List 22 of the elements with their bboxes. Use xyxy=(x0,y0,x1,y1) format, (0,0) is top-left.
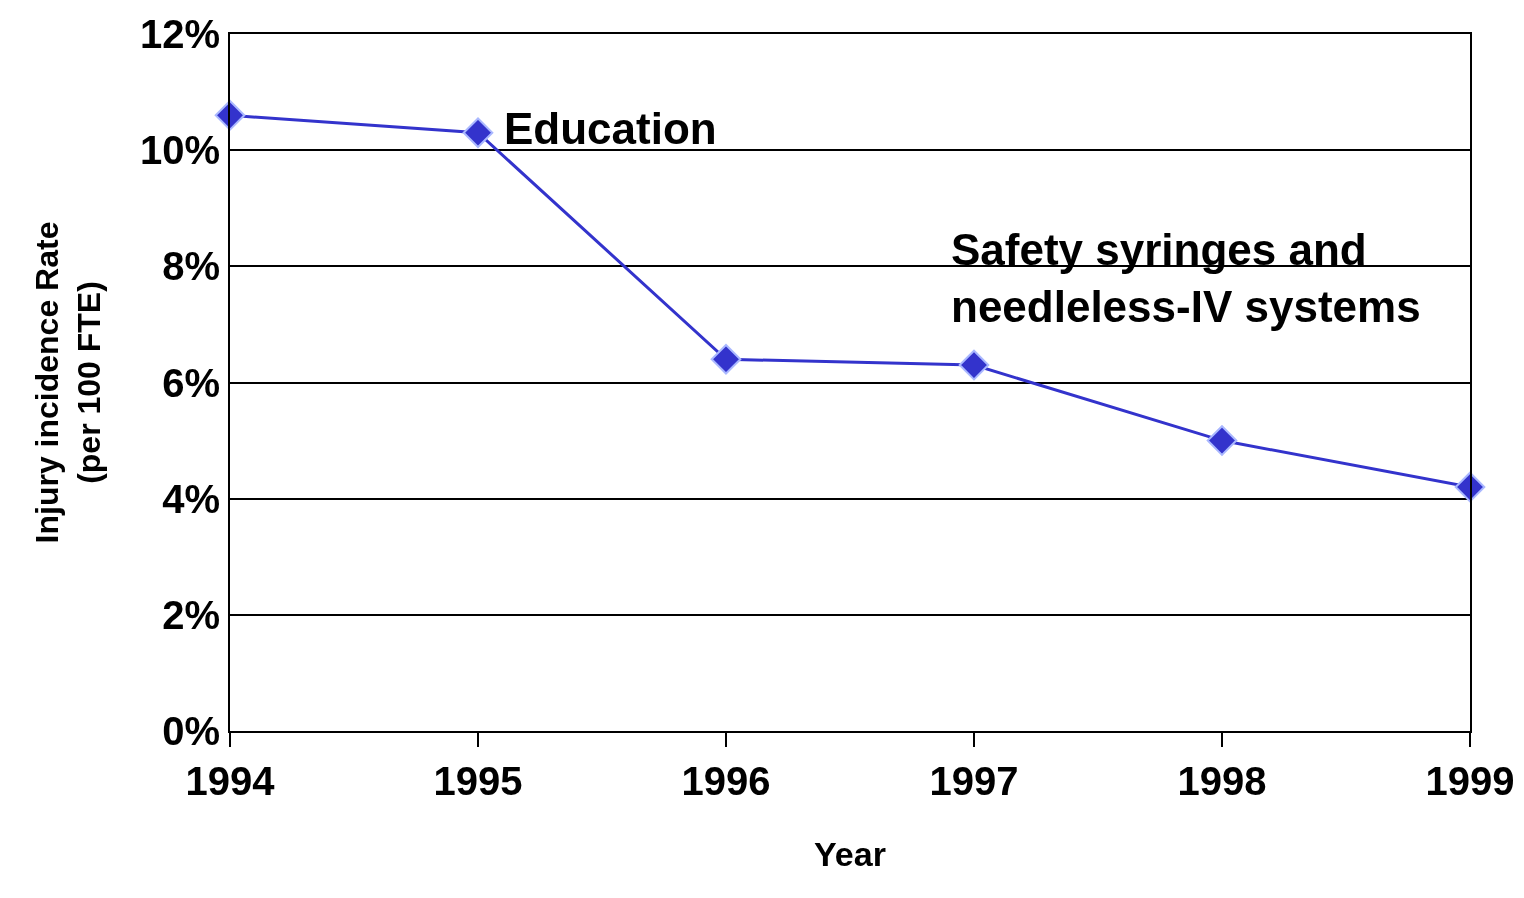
y-tick-label: 12% xyxy=(139,12,220,56)
y-tick-label: 4% xyxy=(162,476,220,521)
point xyxy=(462,117,494,149)
y-tick-label: 0% xyxy=(162,709,220,753)
point xyxy=(1206,425,1238,456)
x-tick-label: 1996 xyxy=(681,759,771,803)
y-tick-label: 8% xyxy=(162,244,220,289)
point xyxy=(710,343,742,375)
point xyxy=(958,349,990,381)
x-tick-label: 1995 xyxy=(433,759,523,803)
x-tick-label: 1998 xyxy=(1177,759,1267,803)
annotation: Safety syringes and needleless-IV systems xyxy=(951,225,1421,332)
y-tick-label: 6% xyxy=(162,360,220,405)
point xyxy=(214,100,246,131)
x-tick-label: 1997 xyxy=(929,759,1019,803)
y-tick-label: 10% xyxy=(139,128,220,173)
x-axis-title: Year xyxy=(814,834,886,873)
annotation: Education xyxy=(504,104,717,153)
y-axis-title: Injury incidence Rate (per 100 FTE) xyxy=(29,221,107,544)
x-tick-label: 1999 xyxy=(1425,759,1515,803)
x-tick-label: 1994 xyxy=(185,759,276,803)
y-tick-label: 2% xyxy=(162,592,220,637)
